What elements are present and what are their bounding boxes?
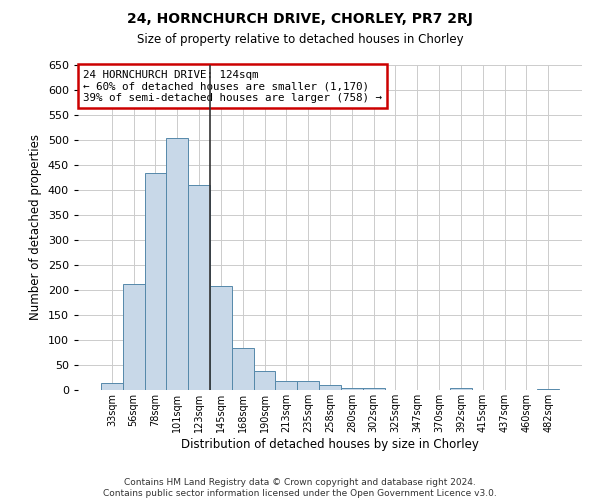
Bar [254, 371, 275, 390]
X-axis label: Distribution of detached houses by size in Chorley: Distribution of detached houses by size … [181, 438, 479, 450]
Bar [101, 382, 123, 390]
Bar [537, 388, 559, 390]
Bar [166, 138, 188, 390]
Y-axis label: Number of detached properties: Number of detached properties [29, 134, 42, 320]
Bar [145, 172, 166, 390]
Bar [341, 388, 363, 390]
Bar [188, 185, 210, 390]
Text: Size of property relative to detached houses in Chorley: Size of property relative to detached ho… [137, 32, 463, 46]
Text: 24 HORNCHURCH DRIVE: 124sqm
← 60% of detached houses are smaller (1,170)
39% of : 24 HORNCHURCH DRIVE: 124sqm ← 60% of det… [83, 70, 382, 103]
Bar [297, 381, 319, 390]
Bar [275, 381, 297, 390]
Bar [363, 388, 385, 390]
Bar [232, 348, 254, 390]
Text: Contains HM Land Registry data © Crown copyright and database right 2024.
Contai: Contains HM Land Registry data © Crown c… [103, 478, 497, 498]
Bar [123, 284, 145, 390]
Text: 24, HORNCHURCH DRIVE, CHORLEY, PR7 2RJ: 24, HORNCHURCH DRIVE, CHORLEY, PR7 2RJ [127, 12, 473, 26]
Bar [319, 385, 341, 390]
Bar [210, 286, 232, 390]
Bar [450, 388, 472, 390]
